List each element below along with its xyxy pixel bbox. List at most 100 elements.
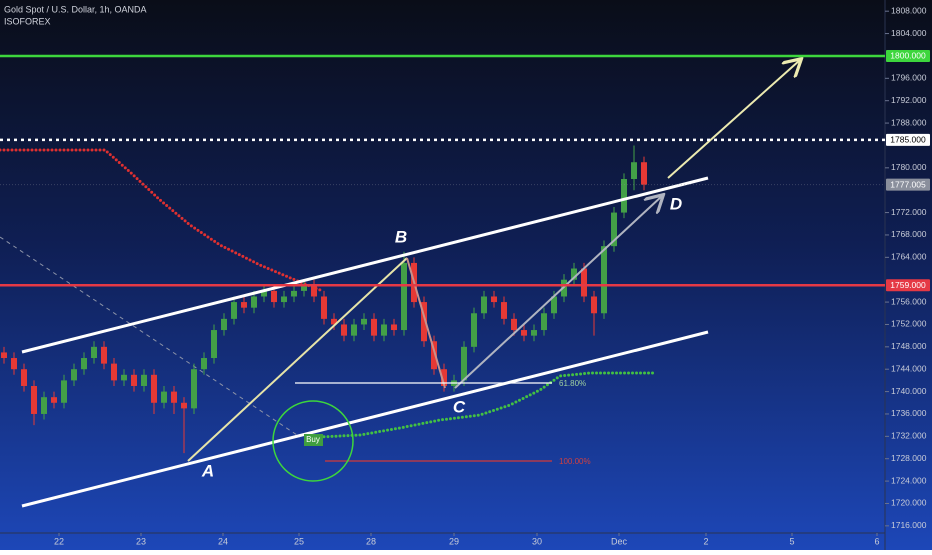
candle-body [231, 302, 237, 319]
fib-label: 61.80% [559, 379, 586, 388]
candle-body [81, 358, 87, 370]
candle-body [621, 179, 627, 213]
target-arrow [667, 60, 800, 179]
candle-body [391, 324, 397, 331]
candle-body [491, 296, 497, 303]
candle-body [111, 363, 117, 381]
y-tick-label: 1740.000 [891, 386, 927, 396]
candle-body [271, 290, 277, 303]
level-box [886, 178, 930, 191]
point-label: A [201, 461, 214, 480]
candle-body [511, 318, 517, 331]
candle-body [31, 385, 37, 414]
candle-body [481, 296, 487, 314]
y-tick-label: 1792.000 [891, 95, 927, 105]
candle-body [211, 330, 217, 359]
candle-body [201, 358, 207, 370]
y-tick-label: 1728.000 [891, 453, 927, 463]
buy-zone [272, 400, 354, 482]
y-tick-label: 1804.000 [891, 28, 927, 38]
candle-body [591, 296, 597, 314]
stop-line [318, 371, 655, 439]
x-tick-label: 25 [294, 536, 304, 546]
y-tick-label: 1752.000 [891, 319, 927, 329]
candle-body [521, 330, 527, 336]
candle-body [431, 341, 437, 370]
candle-body [221, 318, 227, 331]
candle-body [311, 285, 317, 297]
candle-body [21, 369, 27, 386]
x-tick-label: Dec [611, 536, 628, 546]
fib-label: 100.00% [559, 457, 591, 466]
x-tick-label: 23 [136, 536, 146, 546]
x-tick-label: 5 [789, 536, 794, 546]
candle-body [571, 268, 577, 280]
level-box [886, 49, 930, 62]
candle-body [441, 369, 447, 386]
candle-body [471, 313, 477, 347]
y-tick-label: 1796.000 [891, 73, 927, 83]
level-label: 1785.000 [890, 135, 926, 145]
y-tick-label: 1720.000 [891, 498, 927, 508]
candle-body [641, 162, 647, 185]
candles [1, 145, 647, 454]
y-tick-label: 1808.000 [891, 5, 927, 15]
candle-body [611, 212, 617, 247]
y-tick-label: 1768.000 [891, 229, 927, 239]
candle-body [261, 290, 267, 297]
candle-body [301, 285, 307, 291]
point-label: D [670, 194, 682, 213]
candle-body [141, 374, 147, 386]
level-box [886, 133, 930, 146]
y-tick-label: 1780.000 [891, 162, 927, 172]
candle-body [101, 346, 107, 364]
candle-body [151, 374, 157, 403]
y-tick-label: 1748.000 [891, 341, 927, 351]
level-label: 1800.000 [890, 51, 926, 61]
candle-body [281, 296, 287, 303]
candle-body [11, 358, 17, 370]
candle-body [251, 296, 257, 308]
point-label: B [395, 227, 407, 246]
candle-body [321, 296, 327, 319]
candle-body [601, 246, 607, 314]
candle-body [421, 302, 427, 342]
channel-lower [21, 330, 709, 508]
candle-body [161, 391, 167, 403]
x-tick-label: 22 [54, 536, 64, 546]
candle-body [291, 290, 297, 297]
wave-cd [454, 196, 662, 389]
candle-body [41, 397, 47, 414]
y-tick-label: 1764.000 [891, 252, 927, 262]
candle-body [631, 162, 637, 180]
candle-body [131, 374, 137, 386]
x-tick-label: 29 [449, 536, 459, 546]
y-tick-label: 1724.000 [891, 475, 927, 485]
candle-body [361, 318, 367, 325]
y-tick-label: 1744.000 [891, 363, 927, 373]
candle-body [171, 391, 177, 403]
candle-body [61, 380, 67, 403]
moving-average [0, 148, 322, 292]
y-tick-label: 1756.000 [891, 296, 927, 306]
x-tick-label: 6 [874, 536, 879, 546]
buy-box [304, 434, 323, 446]
y-tick-label: 1788.000 [891, 117, 927, 127]
x-tick-label: 24 [218, 536, 228, 546]
point-label: C [453, 397, 466, 416]
level-label: 1777.005 [890, 179, 926, 189]
y-tick-label: 1736.000 [891, 408, 927, 418]
author: ISOFOREX [4, 16, 51, 26]
candle-body [531, 330, 537, 336]
candle-body [581, 268, 587, 297]
candle-body [121, 374, 127, 381]
x-tick-label: 28 [366, 536, 376, 546]
candle-body [351, 324, 357, 336]
y-tick-label: 1716.000 [891, 520, 927, 530]
candle-body [341, 324, 347, 336]
buy-label: Buy [306, 435, 320, 444]
candle-body [461, 346, 467, 381]
candle-body [371, 318, 377, 336]
